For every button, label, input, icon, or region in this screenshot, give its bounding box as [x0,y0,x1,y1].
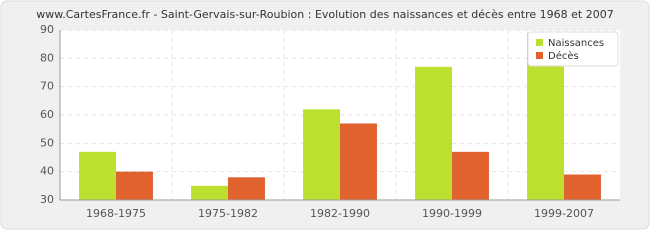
bar [303,109,340,200]
x-tick-label: 1999-2007 [534,207,594,220]
bar [340,123,377,200]
x-tick-label: 1990-1999 [422,207,482,220]
bar [191,185,228,200]
legend-swatch [536,39,543,46]
x-tick-label: 1968-1975 [86,207,146,220]
legend-label: Décès [548,50,579,62]
y-tick-label: 40 [40,165,54,178]
bar [452,151,489,200]
bar [116,171,153,200]
y-tick-label: 50 [40,136,54,149]
y-tick-label: 30 [40,193,54,206]
bar [564,174,601,200]
chart-title: www.CartesFrance.fr - Saint-Gervais-sur-… [36,8,613,21]
y-tick-label: 70 [40,80,54,93]
legend-swatch [536,52,543,59]
bar [415,66,452,200]
legend-box [527,31,619,67]
legend-label: Naissances [548,38,604,49]
y-tick-label: 80 [40,51,54,64]
chart: www.CartesFrance.fr - Saint-Gervais-sur-… [0,0,650,230]
y-tick-label: 90 [40,23,54,36]
bar [228,177,265,200]
x-tick-label: 1975-1982 [198,207,258,220]
x-tick-label: 1982-1990 [310,207,370,220]
y-tick-label: 60 [40,108,54,121]
bar [79,151,116,200]
